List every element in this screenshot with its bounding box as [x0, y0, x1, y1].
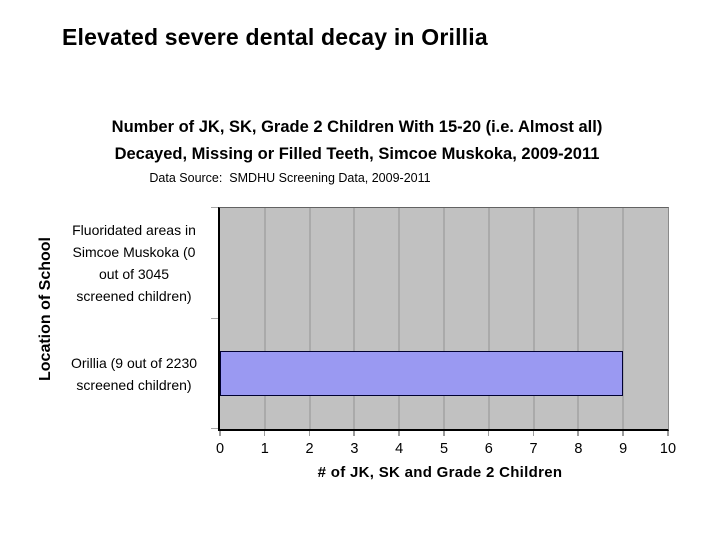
x-tick-mark-9: [622, 431, 624, 436]
chart-subtitle: Data Source: SMDHU Screening Data, 2009-…: [149, 171, 431, 185]
x-tick-label-3: 3: [350, 441, 359, 457]
x-tick-mark-7: [532, 431, 535, 436]
gridline-x-9: [622, 208, 625, 429]
slide-title: Elevated severe dental decay in Orillia: [62, 24, 488, 50]
gridline-x-5: [443, 208, 445, 429]
gridline-x-8: [577, 208, 580, 429]
y-axis-tick-2: [211, 428, 218, 429]
x-tick-label-1: 1: [260, 441, 269, 457]
gridline-x-2: [308, 208, 311, 429]
plot-area: [218, 207, 669, 431]
x-tick-label-2: 2: [305, 441, 314, 457]
y-axis-tick-1: [211, 318, 218, 319]
x-tick-label-5: 5: [439, 441, 449, 457]
x-tick-mark-6: [487, 431, 490, 436]
gridline-x-4: [398, 208, 401, 429]
x-tick-label-7: 7: [529, 441, 538, 457]
chart-title: Number of JK, SK, Grade 2 Children With …: [111, 118, 603, 163]
gridline-x-3: [353, 208, 356, 429]
x-tick-mark-1: [263, 431, 266, 436]
x-tick-mark-3: [353, 431, 355, 436]
x-axis-title: # of JK, SK and Grade 2 Children: [317, 464, 563, 481]
x-tick-label-9: 9: [619, 441, 628, 457]
x-tick-mark-0: [219, 431, 221, 436]
category-label-1: Orillia (9 out of 2230 screened children…: [70, 355, 198, 393]
gridline-x-6: [487, 208, 490, 429]
x-tick-mark-10: [667, 431, 669, 436]
x-tick-mark-2: [308, 431, 311, 436]
gridline-x-7: [532, 208, 535, 429]
bar-category-1: [220, 351, 623, 396]
category-label-0: Fluoridated areas in Simcoe Muskoka (0 o…: [72, 222, 196, 304]
x-tick-label-8: 8: [574, 441, 583, 457]
x-tick-mark-4: [398, 431, 400, 436]
gridline-x-1: [263, 208, 266, 429]
x-tick-mark-5: [443, 431, 445, 436]
y-axis-tick-0: [211, 207, 218, 208]
x-tick-label-0: 0: [215, 441, 225, 457]
x-tick-label-6: 6: [484, 441, 493, 457]
y-axis-title: Location of School: [37, 237, 54, 381]
x-tick-mark-8: [577, 431, 579, 436]
x-tick-label-10: 10: [659, 441, 677, 457]
x-tick-label-4: 4: [395, 441, 404, 457]
